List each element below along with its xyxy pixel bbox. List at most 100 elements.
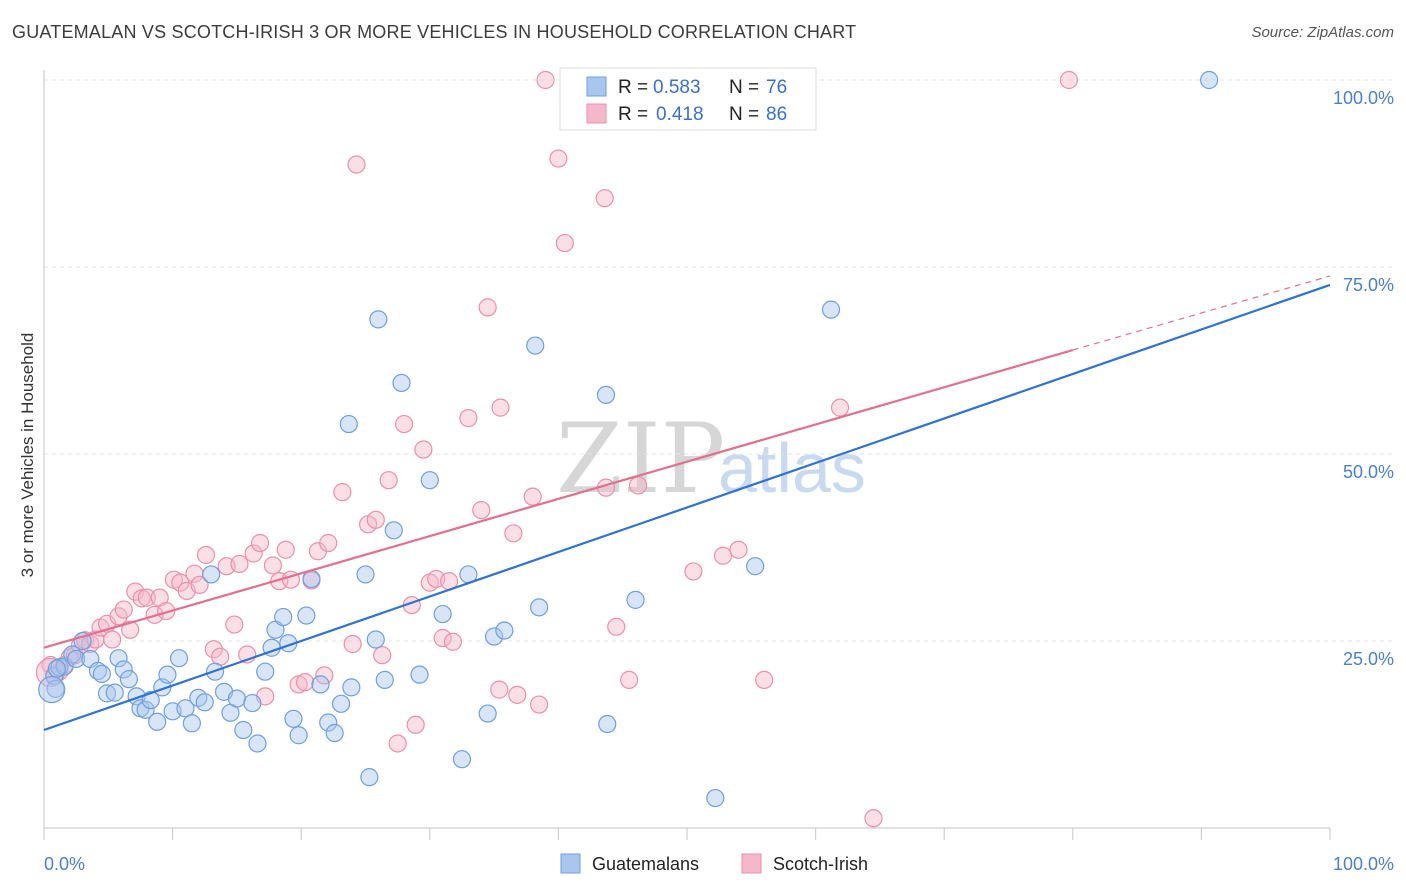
scotch-irish-point-53 [379,471,398,490]
y-tick-label-75: 75.0% [1343,275,1394,295]
scotch-irish-point-68 [490,680,509,699]
guatemalan-point-23 [169,649,189,668]
guatemalan-point-56 [392,373,411,393]
guatemalan-point-32 [227,689,246,708]
guatemalan-point-48 [331,694,351,713]
guatemalan-point-14 [119,670,138,689]
guatemalan-point-65 [495,621,514,640]
scotch-irish-point-17 [132,589,151,608]
guatemalan-point-25 [182,714,201,733]
guatemalan-point-64 [485,627,504,646]
scotch-irish-point-31 [225,615,244,634]
scotch-irish-point-74 [549,149,568,168]
trend-lines [43,275,1331,732]
scotch-irish-point-46 [319,533,338,553]
y-tick-label-50: 50.0% [1343,462,1394,482]
scotch-irish-point-84 [755,670,774,689]
scotch-irish-point-67 [491,398,510,417]
legend-r-label-1: R = [618,77,648,98]
guatemalan-point-17 [136,700,155,719]
source-label: Source: ZipAtlas.com [1251,24,1394,41]
scotch-irish-point-27 [196,545,216,565]
scotch-irish-trend-extension [1072,275,1331,351]
scotch-irish-point-75 [555,233,574,253]
guatemalan-point-35 [248,734,267,753]
scotch-irish-point-79 [620,670,639,689]
scotch-irish-point-52 [373,646,392,665]
scotch-irish-point-61 [433,628,452,648]
legend-r-label-2: R = [618,104,648,125]
legend-swatch-scotch-irish [586,103,607,124]
guatemalan-point-57 [384,521,403,540]
scotch-irish-point-26 [190,575,209,595]
guatemalan-point-50 [342,678,361,697]
scotch-irish-point-12 [103,630,122,649]
scotch-irish-point-14 [114,600,133,619]
bottom-legend-swatch-guatemalans [560,853,581,874]
guatemalan-point-69 [598,714,617,734]
guatemalan-point-49 [339,414,358,434]
guatemalan-point-19 [148,712,167,731]
scotch-irish-point-28 [204,640,223,659]
scotch-irish-point-78 [607,617,626,636]
scotch-irish-point-81 [684,562,703,581]
guatemalan-point-41 [284,709,303,728]
scotch-irish-point-83 [729,540,748,559]
y-axis-label: 3 or more Vehicles in Household [18,333,37,578]
scotch-irish-point-70 [508,685,527,704]
guatemalan-point-61 [452,750,472,769]
scotch-irish-point-58 [414,440,433,459]
guatemalan-point-5 [67,649,86,669]
guatemalan-point-54 [369,310,388,329]
scotch-irish-point-82 [713,546,733,565]
guatemalan-point-39 [274,607,293,627]
scotch-irish-point-35 [250,533,270,553]
scotch-irish-trend-line [43,348,1074,649]
scotch-irish-point-34 [244,544,263,563]
guatemalan-point-43 [297,606,316,625]
scotch-irish-point-51 [366,510,385,529]
guatemalan-point-66 [526,336,545,355]
y-tick-label-100: 100.0% [1333,88,1394,108]
x-tick-label-max: 100.0% [1333,854,1394,874]
guatemalan-point-51 [356,565,375,584]
guatemalan-point-12 [109,649,128,668]
legend-r-value-2: 0.418 [656,104,704,125]
scotch-irish-point-69 [504,524,523,543]
y-tick-labels: 25.0% 50.0% 75.0% 100.0% [1333,88,1394,669]
scotch-irish-point-32 [230,554,249,574]
scotch-irish-point-48 [343,634,362,654]
guatemalan-point-70 [626,590,645,609]
guatemalan-point-59 [420,471,439,490]
scotch-irish-point-37 [263,556,283,575]
scotch-irish-point-65 [472,501,491,520]
scotch-irish-point-18 [137,588,156,607]
x-tick-label-min: 0.0% [44,854,85,874]
legend-swatch-guatemalans [586,76,607,97]
guatemalan-point-55 [375,670,394,689]
bottom-legend-label-guatemalans: Guatemalans [592,854,699,874]
guatemalan-point-58 [410,665,429,684]
scotch-irish-point-21 [157,601,176,621]
scotch-irish-point-72 [530,695,549,714]
scotch-irish-point-87 [864,809,883,828]
scotch-irish-point-16 [126,582,145,601]
scotch-irish-point-49 [347,155,366,174]
scotch-irish-point-39 [276,540,295,559]
guatemalan-point-72 [746,557,765,576]
scotch-irish-point-42 [295,673,315,692]
scotch-irish-point-71 [523,487,542,506]
guatemalan-cluster-point [38,676,66,704]
guatemalan-point-21 [158,665,177,684]
scotch-irish-point-45 [315,666,334,685]
correlation-legend: R = 0.583 N = 76 R = 0.418 N = 86 [559,67,817,131]
guatemalan-point-11 [105,683,124,702]
guatemalan-point-67 [530,598,549,617]
scotch-irish-point-66 [478,298,497,317]
guatemalan-point-71 [706,788,725,808]
scotch-irish-point-15 [121,620,140,639]
guatemalan-point-46 [319,713,338,732]
guatemalan-point-52 [360,768,379,787]
legend-n-value-1: 76 [766,77,787,98]
